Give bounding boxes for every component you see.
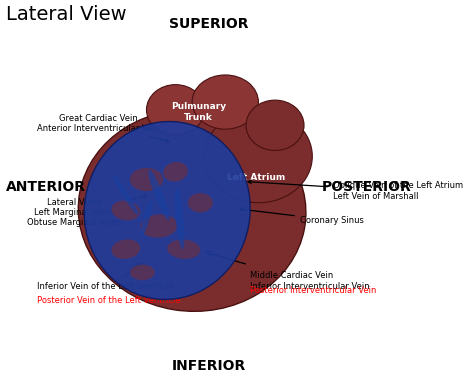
Text: SUPERIOR: SUPERIOR xyxy=(169,17,248,31)
Ellipse shape xyxy=(78,110,306,311)
Ellipse shape xyxy=(130,265,155,280)
Text: POSTERIOR: POSTERIOR xyxy=(322,180,412,194)
Ellipse shape xyxy=(148,170,170,220)
Ellipse shape xyxy=(167,239,201,259)
Ellipse shape xyxy=(84,122,250,300)
Ellipse shape xyxy=(192,75,258,129)
Ellipse shape xyxy=(188,193,213,213)
Text: Lateral View: Lateral View xyxy=(6,5,126,24)
Ellipse shape xyxy=(246,100,304,151)
Text: Lateral Veins
Left Marginal Veins
Obtuse Marginal Veins: Lateral Veins Left Marginal Veins Obtuse… xyxy=(27,195,146,227)
Ellipse shape xyxy=(140,200,153,237)
Ellipse shape xyxy=(130,168,163,191)
Ellipse shape xyxy=(146,85,204,135)
Ellipse shape xyxy=(111,239,140,259)
Text: Middle Cardiac Vein
Inferior Interventricular Vein: Middle Cardiac Vein Inferior Interventri… xyxy=(250,271,370,291)
Text: Posterior Vein of the Left Ventricle: Posterior Vein of the Left Ventricle xyxy=(36,296,180,305)
Ellipse shape xyxy=(174,187,185,249)
Text: Left Atrium: Left Atrium xyxy=(227,173,285,182)
Text: Pulmunary
Trunk: Pulmunary Trunk xyxy=(171,102,226,122)
Text: INFERIOR: INFERIOR xyxy=(172,359,246,373)
Ellipse shape xyxy=(113,175,138,215)
Ellipse shape xyxy=(140,215,178,238)
Ellipse shape xyxy=(111,201,140,220)
Text: Oblique Vein of the Left Atrium
Left Vein of Marshall: Oblique Vein of the Left Atrium Left Vei… xyxy=(248,180,463,201)
Text: Great Cardiac Vein
Anterior Interventricular Vein: Great Cardiac Vein Anterior Interventric… xyxy=(37,113,169,142)
Text: ANTERIOR: ANTERIOR xyxy=(6,180,85,194)
Text: Inferior Vein of the Left Ventricle: Inferior Vein of the Left Ventricle xyxy=(36,282,173,291)
Text: Posterior Interventricular Vein: Posterior Interventricular Vein xyxy=(250,286,376,295)
Ellipse shape xyxy=(204,110,312,203)
Text: Coronary Sinus: Coronary Sinus xyxy=(240,208,364,225)
Ellipse shape xyxy=(163,162,188,182)
